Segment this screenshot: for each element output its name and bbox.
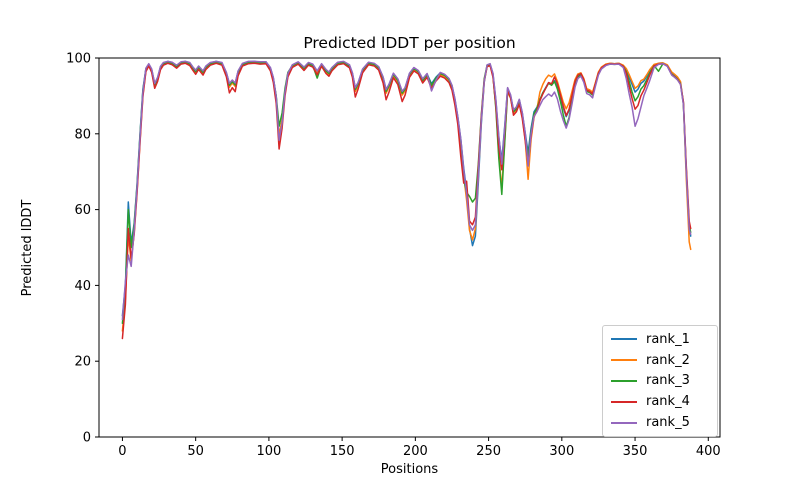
chart-title: Predicted lDDT per position — [303, 34, 516, 52]
series-line-rank_2 — [121, 61, 692, 332]
legend-entry-rank_4: rank_4 — [611, 392, 717, 412]
y-tick-label: 100 — [66, 52, 91, 67]
x-tick-label: 300 — [549, 444, 574, 459]
x-tick-label: 350 — [623, 444, 648, 459]
series-line-rank_1 — [121, 60, 692, 317]
legend-label-rank_5: rank_5 — [646, 415, 690, 431]
y-tick-label: 20 — [74, 355, 91, 370]
x-tick-label: 250 — [476, 444, 501, 459]
plot-spines — [98, 57, 721, 438]
x-tick-label: 0 — [118, 444, 126, 459]
x-tick-label: 100 — [256, 444, 281, 459]
series-line-rank_5 — [121, 60, 692, 321]
y-tick-label: 40 — [74, 279, 91, 294]
x-tick-label: 200 — [403, 444, 428, 459]
y-tick-label: 80 — [74, 127, 91, 142]
x-axis-label: Positions — [380, 462, 439, 477]
y-axis-label: Predicted lDDT — [20, 199, 35, 297]
y-tick-label: 0 — [83, 431, 91, 446]
series-line-rank_3 — [121, 61, 692, 325]
legend-entry-rank_5: rank_5 — [611, 413, 717, 433]
x-tick-label: 150 — [330, 444, 355, 459]
y-tick-label: 60 — [74, 203, 91, 218]
legend-label-rank_3: rank_3 — [646, 373, 690, 389]
legend-line-rank_2 — [611, 359, 637, 362]
legend-entry-rank_1: rank_1 — [611, 329, 717, 349]
legend-entry-rank_2: rank_2 — [611, 350, 717, 370]
x-tick-label: 400 — [696, 444, 721, 459]
legend-entry-rank_3: rank_3 — [611, 371, 717, 391]
legend-line-rank_1 — [611, 338, 637, 341]
legend-line-rank_5 — [611, 421, 637, 424]
x-tick-label: 50 — [187, 444, 204, 459]
series-line-rank_4 — [121, 62, 692, 340]
legend: rank_1 rank_2 rank_3 rank_4 rank_5 — [602, 325, 718, 437]
legend-label-rank_4: rank_4 — [646, 394, 690, 410]
legend-label-rank_2: rank_2 — [646, 352, 690, 368]
legend-label-rank_1: rank_1 — [646, 331, 690, 347]
legend-line-rank_3 — [611, 379, 637, 382]
legend-line-rank_4 — [611, 400, 637, 403]
